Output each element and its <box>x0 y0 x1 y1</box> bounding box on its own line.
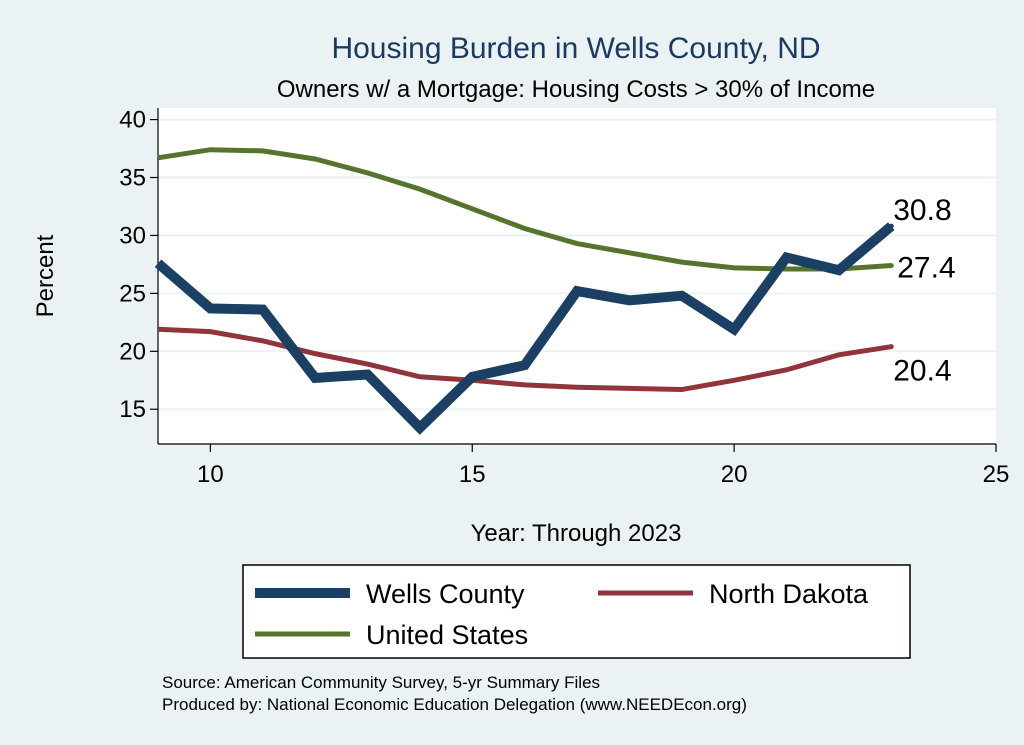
endpoint-united-states <box>888 263 894 269</box>
end-label-north-dakota: 20.4 <box>893 355 951 388</box>
producer-note: Produced by: National Economic Education… <box>162 695 747 714</box>
legend-label-united-states: United States <box>366 620 528 650</box>
legend-label-north-dakota: North Dakota <box>709 579 869 609</box>
y-tick-label: 20 <box>119 338 146 365</box>
end-labels: 30.8 20.4 27.4 <box>893 194 955 387</box>
plot-area <box>158 108 996 444</box>
chart-subtitle: Owners w/ a Mortgage: Housing Costs > 30… <box>277 76 875 103</box>
x-tick-label: 20 <box>721 461 748 488</box>
series-line-north-dakota <box>157 326 892 393</box>
x-tick-label: 25 <box>983 461 1010 488</box>
source-note: Source: American Community Survey, 5-yr … <box>162 673 600 692</box>
y-tick-label: 35 <box>119 165 146 192</box>
legend: Wells County North Dakota United States <box>255 579 869 650</box>
end-label-wells-county: 30.8 <box>893 194 951 227</box>
x-tick-label: 10 <box>197 461 224 488</box>
y-tick-label: 25 <box>119 280 146 307</box>
y-tick-label: 15 <box>119 396 146 423</box>
legend-label-wells-county: Wells County <box>366 579 525 609</box>
x-axis-label: Year: Through 2023 <box>471 520 682 547</box>
series-line-wells-county <box>154 222 895 435</box>
legend-box <box>242 564 911 659</box>
chart-title: Housing Burden in Wells County, ND <box>331 32 820 65</box>
series-group <box>154 147 895 435</box>
end-label-united-states: 27.4 <box>897 252 955 285</box>
x-tick-label: 15 <box>459 461 486 488</box>
series-line-united-states <box>157 147 892 272</box>
endpoint-wells-county <box>888 223 894 229</box>
y-tick-label: 30 <box>119 222 146 249</box>
axes: 15 20 25 30 35 40 10 15 20 25 <box>119 107 1009 488</box>
endpoint-north-dakota <box>888 344 894 350</box>
y-tick-label: 40 <box>119 107 146 134</box>
y-axis-label: Percent <box>32 234 59 317</box>
